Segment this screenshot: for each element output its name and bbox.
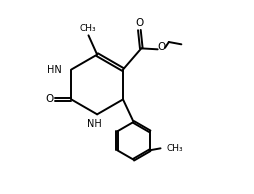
Text: O: O [135,18,144,28]
Text: O: O [45,94,53,104]
Text: CH₃: CH₃ [166,144,183,153]
Text: HN: HN [47,65,62,74]
Text: O: O [158,42,166,52]
Text: CH₃: CH₃ [79,23,96,33]
Text: NH: NH [87,119,102,129]
